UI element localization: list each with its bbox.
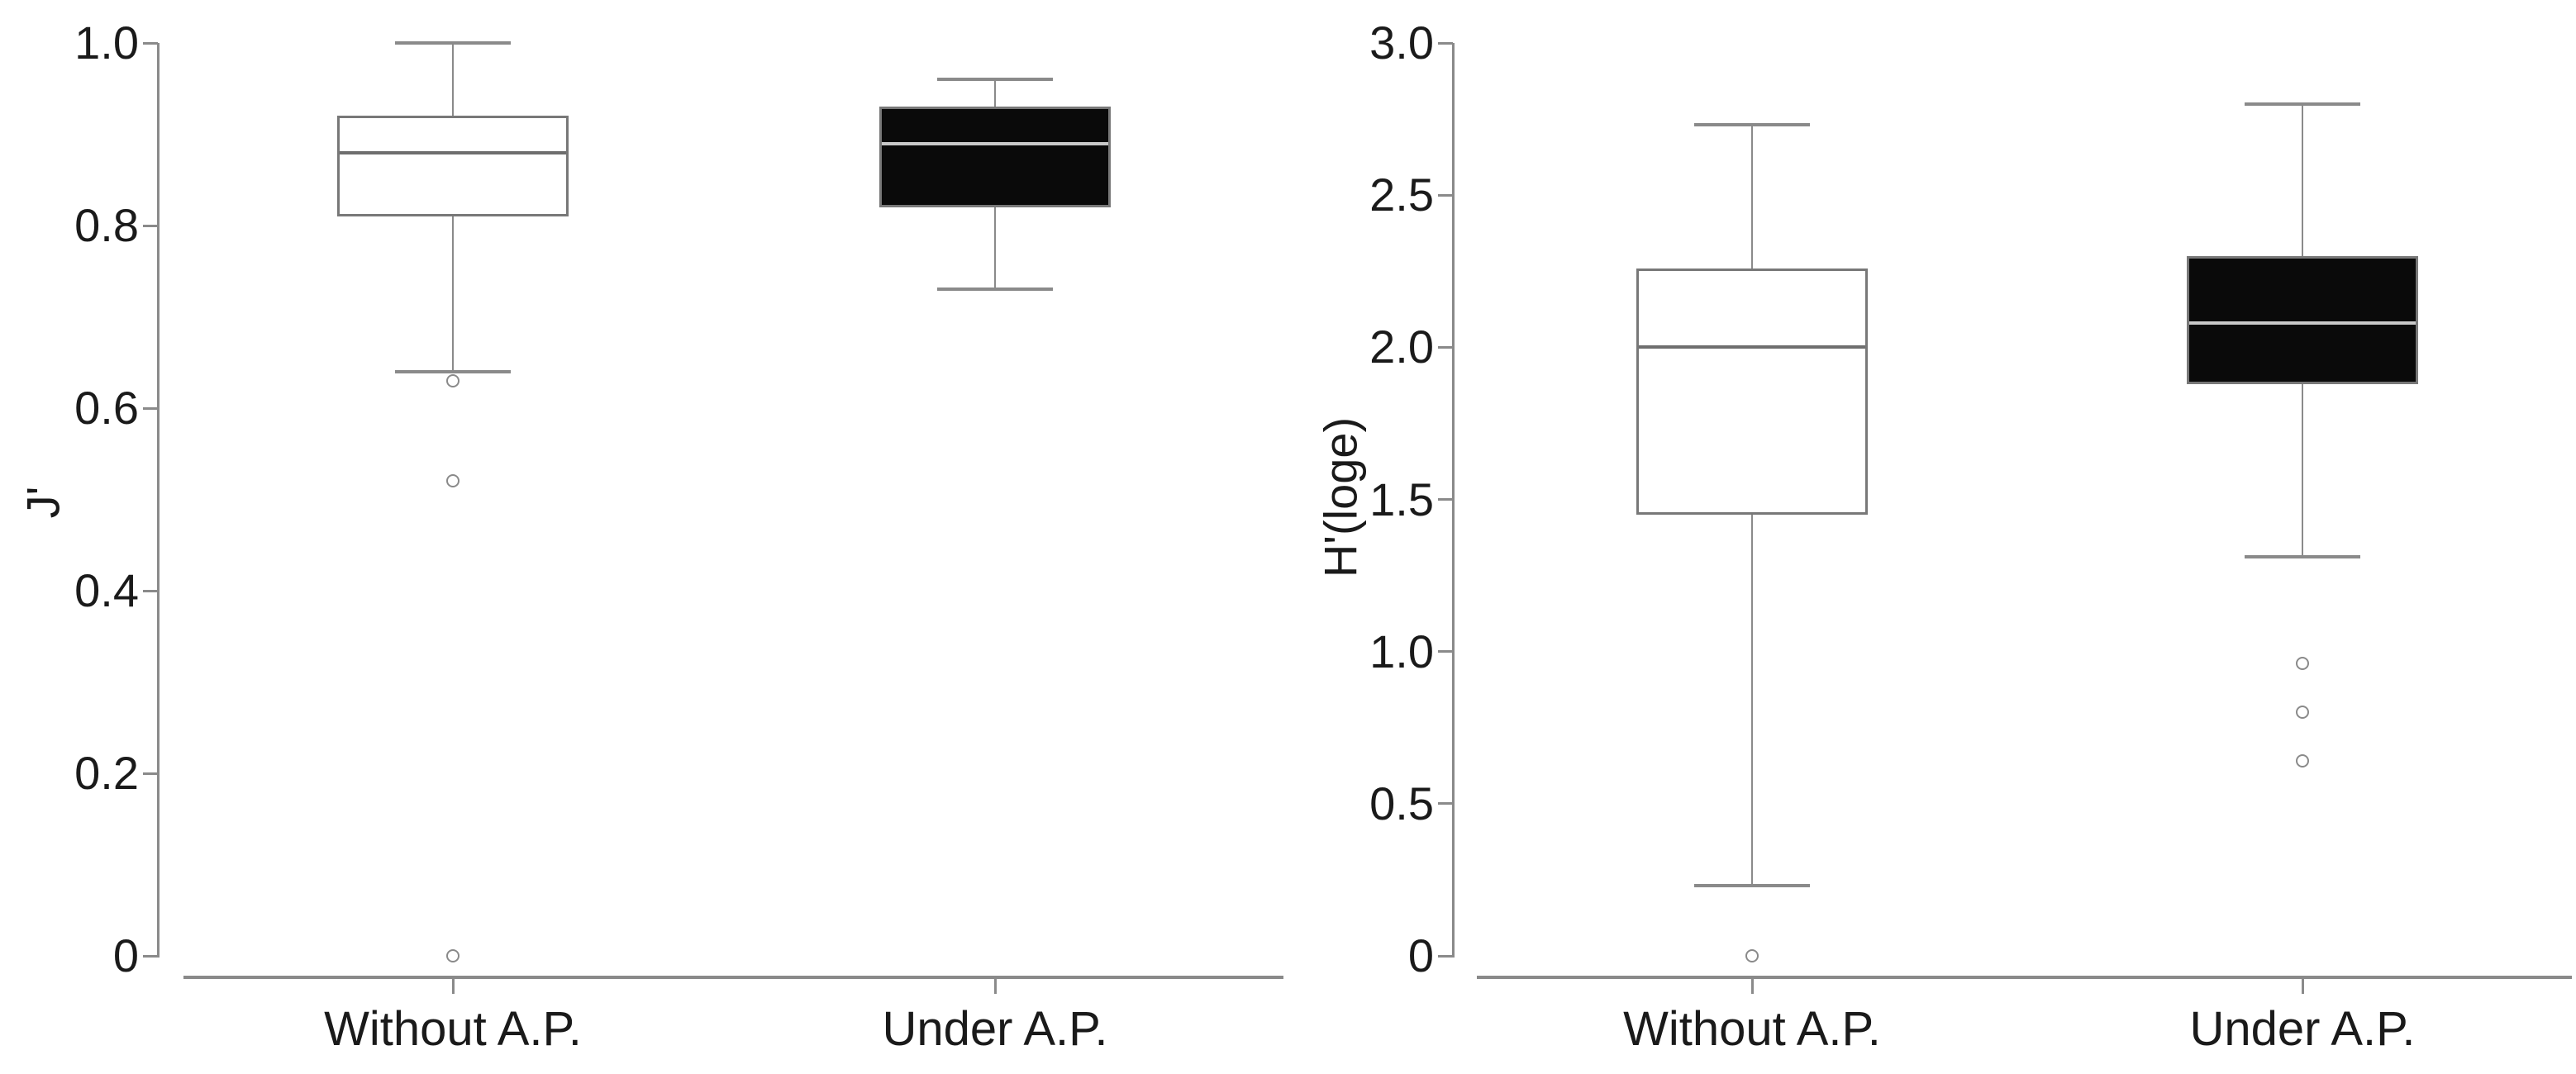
y-tick-label: 3.0: [1369, 17, 1434, 69]
whisker-cap-lower: [937, 288, 1053, 292]
box: [337, 116, 569, 216]
outlier-point: [1745, 949, 1759, 962]
y-tick-label: 2.5: [1369, 169, 1434, 221]
whisker-cap-upper: [2245, 102, 2360, 106]
box: [1636, 268, 1868, 515]
y-tick: [1438, 802, 1453, 806]
y-tick: [143, 406, 158, 410]
category-label: Without A.P.: [324, 1002, 582, 1056]
y-tick-label: 0: [1407, 929, 1434, 981]
y-tick: [1438, 345, 1453, 349]
whisker-line-lower: [994, 207, 996, 290]
box: [2187, 255, 2418, 384]
median-line: [2189, 321, 2416, 325]
y-tick-label: 0.4: [74, 564, 139, 616]
y-tick: [1438, 650, 1453, 653]
whisker-line-upper: [1751, 125, 1753, 268]
category-label: Under A.P.: [882, 1002, 1108, 1056]
y-tick-label: 1.0: [74, 17, 139, 69]
y-tick: [1438, 498, 1453, 501]
category-tick: [451, 977, 455, 994]
y-tick-label: 0.8: [74, 199, 139, 251]
median-line: [340, 150, 566, 154]
category-label: Under A.P.: [2189, 1002, 2416, 1056]
y-tick-label: 1.0: [1369, 625, 1434, 677]
category-tick: [1750, 977, 1754, 994]
whisker-line-upper: [452, 43, 454, 116]
category-tick: [2301, 977, 2304, 994]
box: [879, 107, 1111, 207]
whisker-cap-upper: [1694, 123, 1810, 127]
whisker-line-lower: [452, 216, 454, 372]
outlier-point: [2296, 754, 2309, 768]
y-axis-line: [156, 43, 160, 958]
y-tick: [143, 224, 158, 227]
median-line: [1639, 345, 1865, 349]
y-tick: [143, 772, 158, 775]
y-tick: [1438, 193, 1453, 197]
y-tick: [143, 954, 158, 958]
outlier-point: [2296, 657, 2309, 671]
y-tick-label: 0.2: [74, 747, 139, 799]
category-label: Without A.P.: [1623, 1002, 1881, 1056]
whisker-line-upper: [994, 79, 996, 107]
category-tick: [993, 977, 997, 994]
y-tick: [143, 41, 158, 45]
whisker-cap-lower: [395, 369, 511, 373]
whisker-cap-upper: [937, 78, 1053, 82]
x-axis-line: [1477, 976, 2572, 979]
outlier-point: [2296, 706, 2309, 720]
y-tick: [1438, 954, 1453, 958]
whisker-cap-upper: [395, 41, 511, 45]
y-axis-line: [1451, 43, 1455, 958]
y-tick-label: 0: [112, 929, 139, 981]
whisker-line-upper: [2302, 103, 2303, 256]
y-tick-label: 0.5: [1369, 777, 1434, 829]
y-tick-label: 2.0: [1369, 321, 1434, 373]
outlier-point: [446, 373, 459, 387]
y-tick-label: 1.5: [1369, 473, 1434, 525]
outlier-point: [446, 949, 459, 962]
whisker-line-lower: [1751, 514, 1753, 886]
y-tick: [143, 589, 158, 592]
whisker-line-lower: [2302, 383, 2303, 558]
y-tick-label: 0.6: [74, 382, 139, 434]
whisker-cap-lower: [1694, 884, 1810, 888]
whisker-cap-lower: [2245, 555, 2360, 559]
y-tick: [1438, 41, 1453, 45]
median-line: [882, 141, 1108, 145]
outlier-point: [446, 474, 459, 488]
x-axis-line: [183, 976, 1283, 979]
